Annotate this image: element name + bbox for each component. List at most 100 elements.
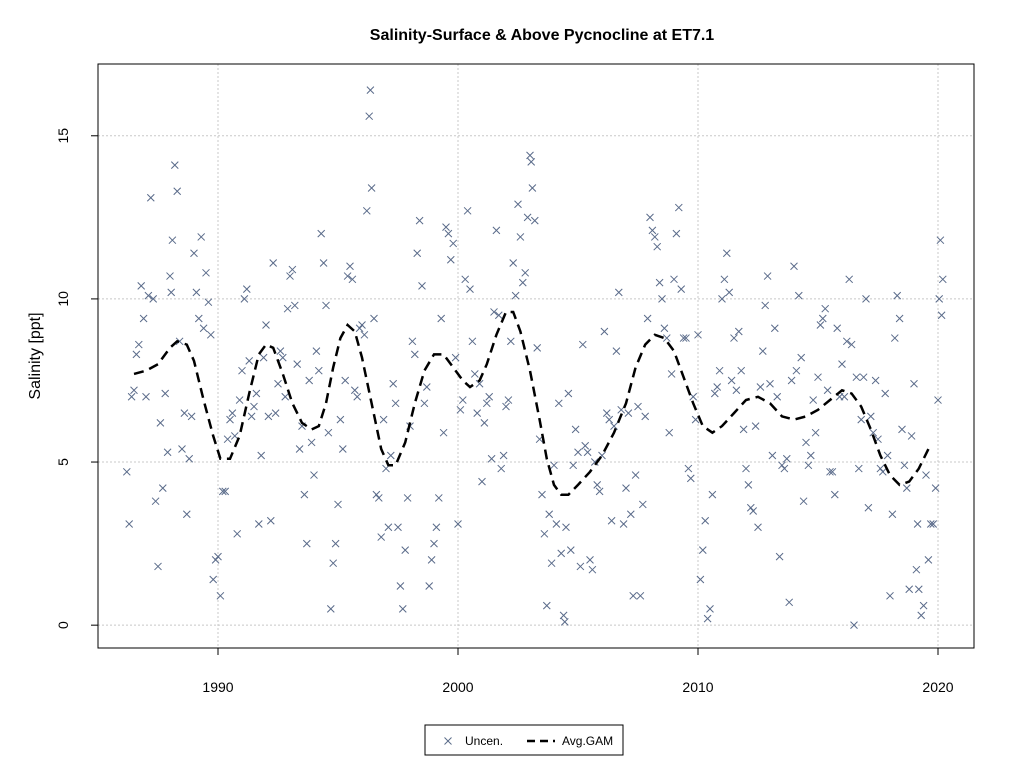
data-point [763, 272, 772, 280]
point-stroke [588, 565, 597, 574]
point-stroke [391, 399, 400, 408]
point-stroke [252, 389, 261, 398]
data-point [377, 533, 386, 541]
plot-area-frame [97, 63, 975, 649]
data-point [358, 321, 366, 329]
data-point [247, 412, 256, 421]
point-stroke [358, 321, 366, 329]
data-point [425, 582, 434, 590]
data-point [497, 464, 506, 473]
point-stroke [775, 552, 784, 561]
point-stroke [326, 604, 335, 613]
data-point [506, 337, 515, 346]
point-stroke [581, 441, 590, 450]
data-point [403, 494, 412, 502]
data-point [422, 383, 431, 391]
point-stroke [288, 265, 297, 274]
data-point [935, 295, 944, 303]
data-point [218, 487, 227, 496]
point-stroke [528, 184, 537, 192]
point-stroke [168, 236, 177, 245]
point-stroke [202, 268, 210, 277]
point-stroke [377, 533, 386, 541]
data-point [233, 529, 242, 538]
data-point [226, 415, 234, 424]
point-stroke [725, 288, 734, 297]
point-stroke [790, 262, 798, 271]
data-point [446, 255, 455, 264]
data-point [540, 529, 549, 538]
point-stroke [583, 448, 592, 457]
data-point [250, 402, 258, 411]
data-point [454, 520, 462, 528]
point-stroke [792, 366, 801, 375]
data-point [326, 604, 335, 613]
point-stroke [418, 282, 426, 290]
avg-gam-line [133, 310, 930, 496]
data-point [158, 484, 167, 492]
point-stroke [823, 386, 832, 395]
data-point [694, 330, 702, 339]
data-point [619, 520, 628, 528]
data-point [804, 461, 813, 470]
data-point [449, 239, 458, 248]
point-stroke [206, 330, 215, 339]
point-stroke [427, 556, 436, 564]
point-stroke [432, 523, 441, 532]
data-point [710, 389, 719, 398]
point-stroke [228, 409, 237, 417]
point-stroke [149, 295, 158, 303]
point-stroke [910, 379, 918, 388]
data-point [329, 559, 338, 568]
point-stroke [293, 360, 302, 369]
data-point [686, 474, 695, 483]
data-point [180, 409, 189, 417]
data-point [211, 556, 220, 564]
data-point [132, 350, 141, 359]
point-stroke [425, 582, 434, 590]
data-point [305, 376, 314, 385]
point-stroke [833, 324, 842, 333]
point-stroke [919, 601, 928, 610]
data-point [634, 402, 642, 411]
data-point [341, 376, 350, 385]
data-point [482, 399, 491, 408]
data-point [830, 490, 839, 499]
point-stroke [614, 288, 623, 297]
point-stroke [886, 591, 894, 600]
data-point [202, 268, 210, 277]
point-stroke [415, 216, 424, 225]
point-stroke [773, 392, 782, 401]
point-stroke [778, 461, 786, 470]
data-point [185, 454, 194, 463]
data-point [286, 272, 294, 280]
data-point [527, 158, 536, 166]
data-point [917, 611, 926, 620]
data-point [240, 295, 249, 303]
point-stroke [566, 546, 575, 554]
data-point [766, 379, 774, 388]
data-point [677, 285, 686, 293]
y-axis-title: Salinity [ppt] [27, 312, 44, 399]
point-stroke [372, 490, 381, 499]
data-point [470, 370, 479, 378]
data-point [360, 330, 369, 339]
data-point [168, 236, 177, 245]
point-stroke [732, 386, 741, 395]
point-stroke [463, 206, 472, 215]
data-point [914, 585, 923, 594]
legend-label-uncen: Uncen. [465, 734, 503, 748]
point-stroke [809, 396, 818, 404]
point-stroke [134, 340, 143, 349]
data-point [751, 422, 760, 430]
point-stroke [924, 556, 933, 564]
point-stroke [845, 275, 854, 284]
data-point [641, 412, 650, 421]
point-stroke [859, 373, 868, 382]
point-stroke [216, 591, 225, 600]
point-stroke [905, 585, 914, 594]
data-point [192, 288, 201, 297]
point-stroke [466, 285, 474, 293]
point-stroke [679, 334, 688, 342]
point-stroke [523, 213, 532, 222]
